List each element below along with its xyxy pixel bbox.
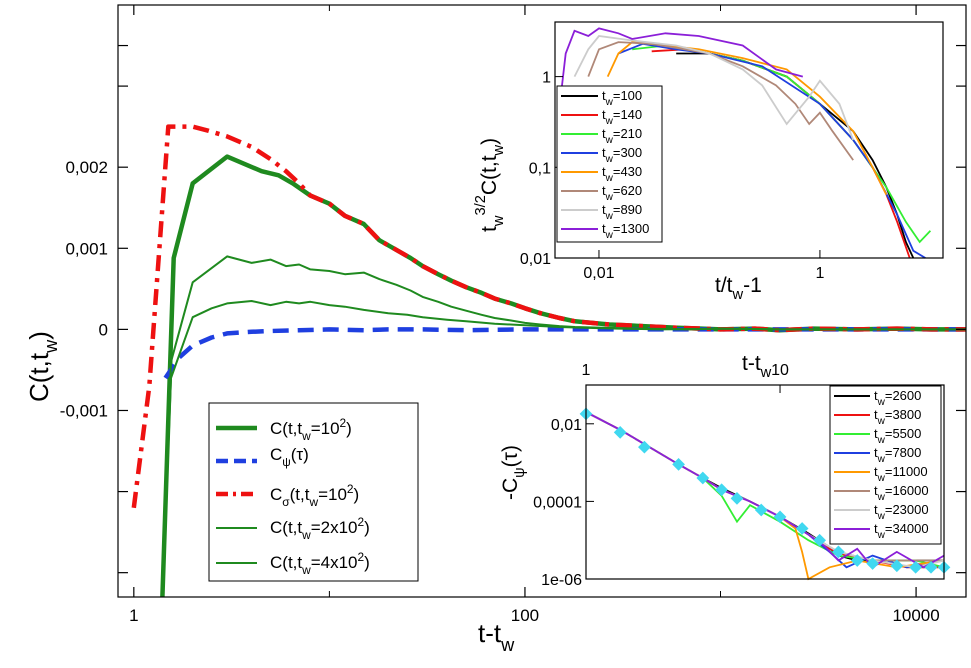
inset-bottom-y-tick-label: 1e-06 xyxy=(541,572,582,589)
main-x-tick-label: 1 xyxy=(129,606,138,625)
inset-top-x-tick-label: 0,01 xyxy=(583,265,614,282)
inset-bottom-frame xyxy=(585,384,945,580)
main-y-ticks: -0,001 0 0,001 0,002 xyxy=(60,44,966,574)
main-x-tick-label: 10000 xyxy=(892,606,939,625)
inset-bottom-x-tick-label: 10 xyxy=(771,362,789,379)
inset-bottom-x-tick-label: 1 xyxy=(582,362,591,379)
main-y-tick-label: 0 xyxy=(99,320,108,339)
inset-top-legend: tw=100tw=140tw=210tw=300tw=430tw=620tw=8… xyxy=(556,85,663,243)
inset-top-y-tick-label: 1 xyxy=(542,70,551,87)
main-legend: C(t,tw=102) Cψ(τ) Cσ(t,tw=102) C(t,tw=2x… xyxy=(208,402,419,582)
inset-top-x-tick-label: 1 xyxy=(815,265,824,282)
inset-top-x-ticks: 0,01 1 xyxy=(583,250,824,282)
inset-top-series-group xyxy=(559,27,932,259)
inset-bottom-y-ticks: 1e-06 0,0001 0,01 xyxy=(533,417,594,589)
main-x-ticks: 1 100 10000 xyxy=(129,5,940,625)
series-line-c_tw400 xyxy=(161,300,966,598)
inset-top-y-ticks: 0,01 0,1 1 xyxy=(520,70,563,268)
main-series-group xyxy=(131,124,966,598)
inset-top-legend-box xyxy=(556,85,663,243)
inset-bottom-y-tick-label: 0,01 xyxy=(551,417,582,434)
main-y-tick-label: 0,001 xyxy=(65,239,108,258)
inset-top-y-tick-label: 0,1 xyxy=(529,160,551,177)
inset-bottom-y-tick-label: 0,0001 xyxy=(533,494,582,511)
inset-top-series-line-7 xyxy=(559,27,804,97)
inset-top-y-tick-label: 0,01 xyxy=(520,251,551,268)
inset-bottom-legend: tw=2600tw=3800tw=5500tw=7800tw=11000tw=1… xyxy=(829,385,942,545)
main-y-tick-label: -0,001 xyxy=(60,401,108,420)
main-plot-frame xyxy=(117,4,967,598)
inset-top-series-line-4 xyxy=(606,41,888,196)
inset-top-series-line-5 xyxy=(587,41,854,161)
inset-top-series-line-6 xyxy=(573,35,855,141)
inset-bottom-legend-box xyxy=(829,385,942,545)
inset-bottom-x-ticks: 1 10 xyxy=(582,362,789,393)
inset-bottom-series-line-7 xyxy=(585,411,945,569)
main-x-tick-label: 100 xyxy=(511,606,539,625)
inset-top-frame xyxy=(554,21,944,259)
inset-top-series-line-3 xyxy=(618,42,926,259)
main-y-tick-label: 0,002 xyxy=(65,158,108,177)
